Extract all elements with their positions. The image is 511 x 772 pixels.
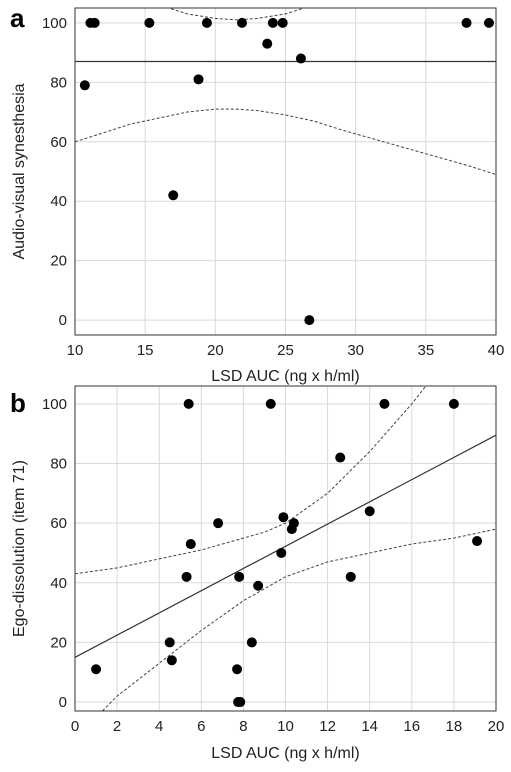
y-tick-label: 20 [50,253,67,270]
data-point [235,697,246,708]
data-point [232,664,243,675]
y-tick-label: 60 [50,515,67,532]
data-point [253,580,264,591]
y-tick-label: 100 [42,396,67,413]
data-point [213,518,224,529]
x-tick-label: 4 [155,718,163,735]
x-tick-label: 35 [417,342,434,359]
data-point [201,17,212,28]
panel-letter: b [10,388,26,418]
data-point [448,398,459,409]
data-point [193,74,204,85]
data-point [364,506,375,517]
plot-area [75,386,496,711]
x-axis-label: LSD AUC (ng x h/ml) [211,745,359,762]
panel-a: 10 15 20 25 30 35 40 0 20 40 60 80 100 LSD AUC (ng x … [10,3,505,385]
x-tick-label: 10 [277,718,294,735]
x-tick-label: 0 [71,718,79,735]
data-point [166,655,177,666]
y-tick-label: 40 [50,193,67,210]
data-point [246,637,257,648]
data-point [236,17,247,28]
y-tick-label: 80 [50,74,67,91]
data-point [89,17,100,28]
data-point [164,637,175,648]
data-point [168,190,179,201]
plot-frame [74,385,497,712]
x-tick-label: 15 [137,342,154,359]
ci-lower-curve [75,108,496,175]
data-point [461,17,472,28]
data-point [288,518,299,529]
x-tick-label: 40 [488,342,505,359]
plot-area [75,8,496,326]
x-tick-label: 20 [488,718,505,735]
data-point [472,536,483,547]
ci-upper-curve [167,8,306,21]
data-point [262,38,273,49]
x-tick-label: 2 [113,718,121,735]
x-tick-label: 16 [403,718,420,735]
plot-frame [74,7,497,336]
x-tick-label: 6 [197,718,205,735]
data-point [91,664,102,675]
data-point [144,17,155,28]
y-tick-label: 100 [42,15,67,32]
x-tick-label: 10 [67,342,84,359]
data-point [335,452,346,463]
y-tick-label: 60 [50,134,67,151]
y-tick-label: 80 [50,456,67,473]
y-tick-label: 0 [59,694,67,711]
y-tick-label: 0 [59,312,67,329]
x-tick-label: 14 [361,718,378,735]
ci-upper-curve [75,386,427,575]
x-tick-label: 25 [277,342,294,359]
data-point [185,539,196,550]
x-tick-label: 18 [446,718,463,735]
data-point [379,398,390,409]
x-axis-label: LSD AUC (ng x h/ml) [211,368,359,385]
data-point [276,547,287,558]
y-tick-label: 40 [50,575,67,592]
y-axis-label: Audio-visual synesthesia [11,83,28,259]
data-point [181,571,192,582]
data-point [265,398,276,409]
panel-b: 0 2 4 6 8 10 12 14 16 18 20 0 20 40 60 80 100 LSD AUC (ng… [10,385,505,762]
x-tick-label: 8 [239,718,247,735]
ci-lower-curve [102,528,496,711]
data-point [267,17,278,28]
data-point [345,571,356,582]
regression-line [75,434,496,658]
data-point [79,80,90,91]
data-point [183,398,194,409]
data-point [295,53,306,64]
x-tick-label: 30 [347,342,364,359]
x-tick-label: 20 [207,342,224,359]
x-tick-label: 12 [319,718,336,735]
panel-letter: a [10,3,25,33]
data-point [234,571,245,582]
data-point [304,315,315,326]
data-point [278,512,289,523]
data-point [277,17,288,28]
data-point [483,17,494,28]
y-tick-label: 20 [50,634,67,651]
y-axis-label: Ego-dissolution (item 71) [11,460,28,637]
